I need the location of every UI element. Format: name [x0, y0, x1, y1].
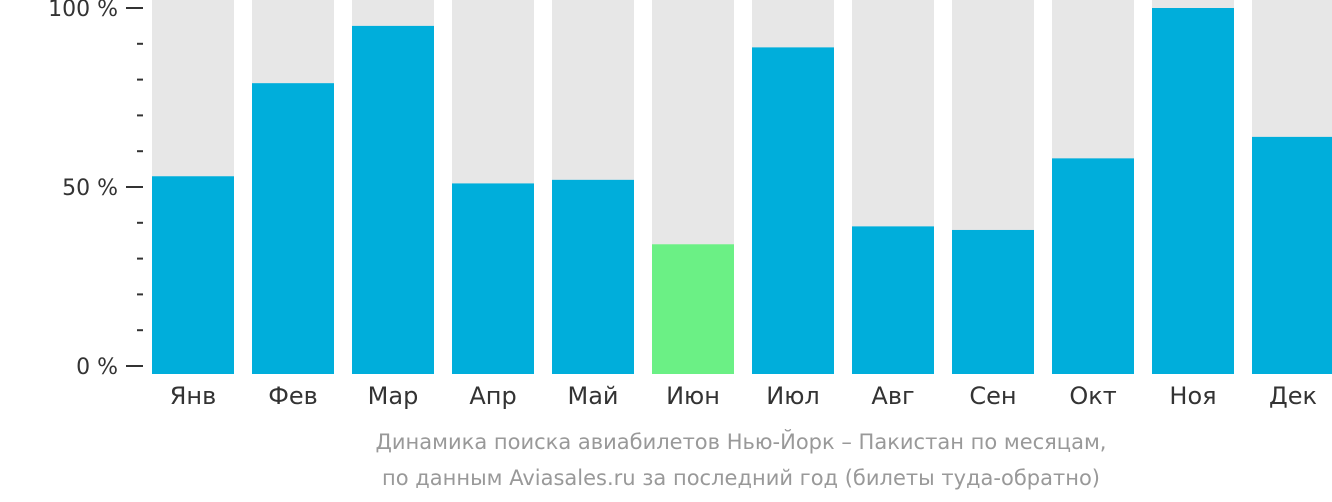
x-category-label: Янв — [170, 382, 217, 410]
bar — [1252, 136, 1332, 374]
x-category-label: Ноя — [1169, 382, 1216, 410]
bars — [152, 0, 1332, 375]
bar — [952, 229, 1034, 374]
bar — [652, 244, 734, 374]
x-category-label: Окт — [1069, 382, 1116, 410]
x-category-label: Мар — [368, 382, 419, 410]
bar — [452, 183, 534, 374]
x-category-label: Апр — [469, 382, 516, 410]
x-category-label: Май — [567, 382, 618, 410]
bar — [352, 25, 434, 375]
x-category-label: Июн — [666, 382, 720, 410]
bar — [552, 179, 634, 374]
bar — [852, 226, 934, 374]
caption-line-2: по данным Aviasales.ru за последний год … — [382, 466, 1100, 490]
x-category-label: Фев — [268, 382, 318, 410]
y-tick-label: 100 % — [48, 0, 118, 22]
x-axis-labels: Янв Фев Мар Апр Май Июн Июл Авг Сен Окт Ноя Дек — [170, 382, 1317, 410]
x-category-label: Авг — [871, 382, 914, 410]
bar — [752, 47, 834, 374]
y-tick-label: 0 % — [76, 355, 118, 380]
x-category-label: Сен — [969, 382, 1016, 410]
bar — [152, 176, 234, 374]
y-axis: 0 % 50 % 100 % — [48, 0, 143, 380]
bar — [1052, 158, 1134, 374]
bar — [252, 83, 334, 375]
x-category-label: Июл — [766, 382, 820, 410]
caption-line-1: Динамика поиска авиабилетов Нью-Йорк – П… — [375, 430, 1107, 454]
bar — [1152, 8, 1234, 374]
x-category-label: Дек — [1269, 382, 1317, 410]
y-tick-label: 50 % — [62, 176, 118, 201]
